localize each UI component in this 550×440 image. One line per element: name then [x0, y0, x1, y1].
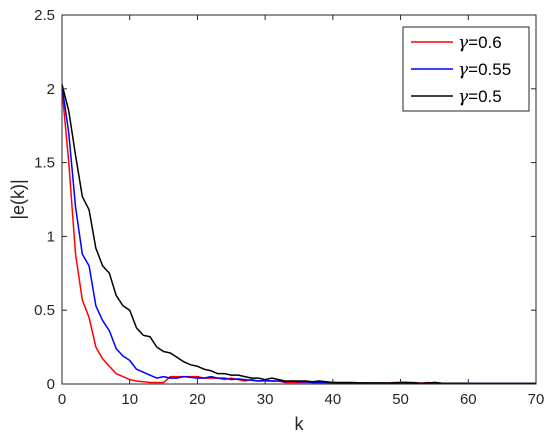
x-tick-label: 50	[392, 391, 409, 408]
series-layer	[61, 84, 536, 385]
plot-frame	[61, 14, 537, 385]
y-axis-label: |e(k)|	[8, 179, 28, 219]
x-axis-label: k	[295, 414, 305, 434]
y-tick-label: 2	[47, 81, 55, 98]
legend-label-0: γ=0.6	[458, 33, 502, 53]
legend-label-1: γ=0.55	[458, 60, 511, 80]
x-tick-label: 40	[325, 391, 342, 408]
y-axis-ticks: 0 0.5 1 1.5 2 2.5	[34, 7, 536, 393]
legend-value: =0.6	[468, 33, 502, 52]
x-tick-label: 20	[189, 391, 206, 408]
x-tick-label: 70	[528, 391, 545, 408]
y-tick-label: 0	[47, 376, 55, 393]
x-axis-ticks: 0 10 20 30 40 50 60 70	[58, 15, 545, 408]
x-tick-label: 30	[257, 391, 274, 408]
y-tick-label: 0.5	[34, 302, 55, 319]
y-tick-label: 1.5	[34, 155, 55, 172]
legend-symbol: γ	[458, 60, 469, 80]
y-tick-label: 1	[47, 228, 55, 245]
x-tick-label: 0	[58, 391, 66, 408]
legend-symbol: γ	[458, 87, 469, 107]
legend: γ=0.6γ=0.55γ=0.5	[402, 26, 530, 112]
legend-value: =0.5	[468, 87, 502, 106]
x-tick-label: 60	[460, 391, 477, 408]
legend-value: =0.55	[468, 60, 511, 79]
legend-label-2: γ=0.5	[458, 87, 502, 107]
y-tick-label: 2.5	[34, 7, 55, 24]
x-tick-label: 10	[121, 391, 138, 408]
legend-symbol: γ	[458, 33, 469, 53]
series-line-2	[61, 84, 536, 385]
